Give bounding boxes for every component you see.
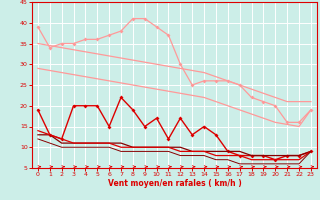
X-axis label: Vent moyen/en rafales ( km/h ): Vent moyen/en rafales ( km/h ) xyxy=(108,179,241,188)
